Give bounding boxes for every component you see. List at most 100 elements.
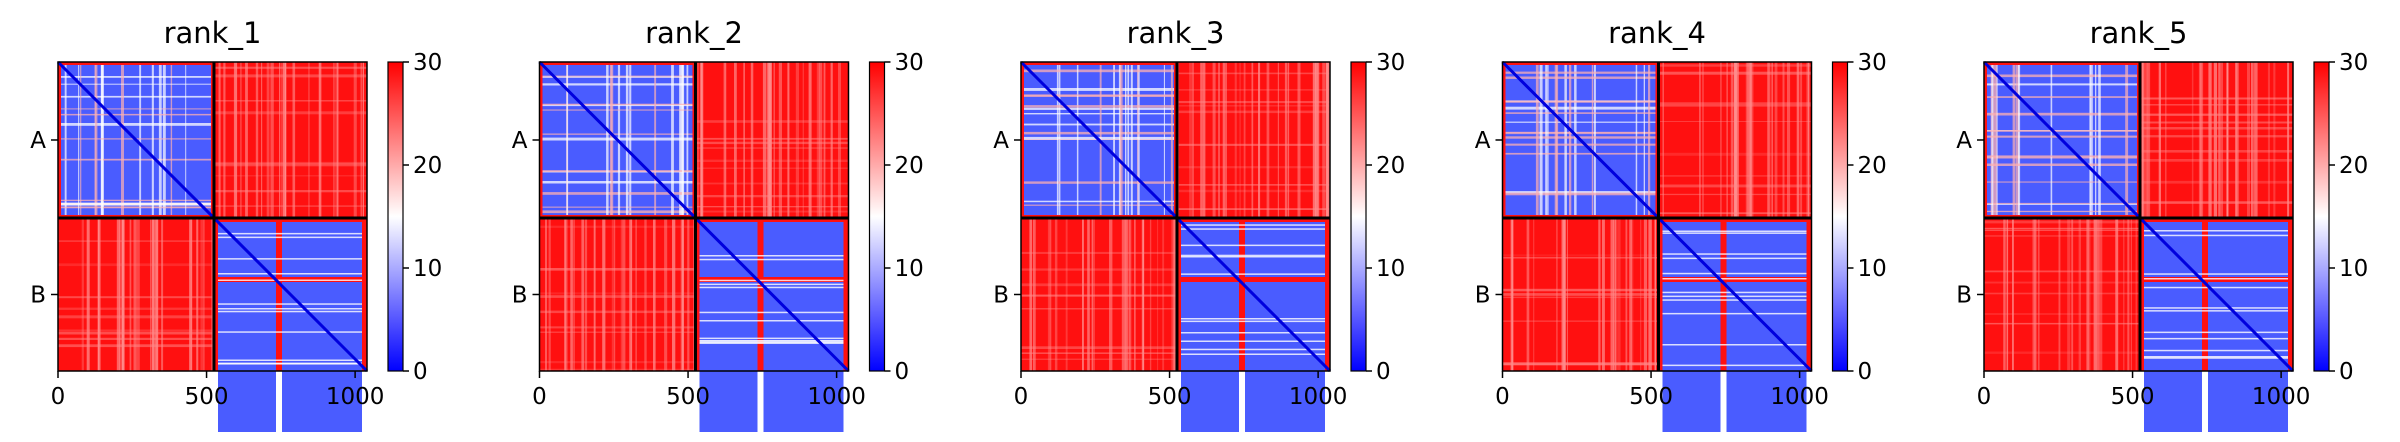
streak-horizontal bbox=[58, 240, 214, 242]
stripe bbox=[61, 202, 211, 206]
streak-horizontal bbox=[213, 163, 367, 167]
stripe bbox=[1505, 100, 1656, 103]
streak-vertical bbox=[136, 217, 140, 371]
stripe bbox=[699, 279, 844, 282]
colorbar-frame bbox=[387, 61, 404, 372]
colorbar-frame bbox=[1831, 61, 1849, 372]
stripe bbox=[1996, 65, 1998, 215]
stripe bbox=[2143, 307, 2288, 309]
streak-vertical bbox=[353, 62, 357, 218]
streak-vertical bbox=[308, 62, 310, 218]
streak-vertical bbox=[2135, 217, 2137, 371]
streak-horizontal bbox=[2139, 180, 2293, 184]
streak-horizontal bbox=[58, 263, 214, 267]
x-tick-label: 500 bbox=[666, 384, 710, 410]
stripe bbox=[1024, 200, 1174, 203]
streak-vertical bbox=[235, 62, 238, 218]
streak-horizontal bbox=[1176, 143, 1330, 146]
stripe bbox=[699, 283, 844, 286]
block-chain-b-3 bbox=[1662, 282, 1721, 432]
x-tick-label: 500 bbox=[2111, 384, 2155, 410]
streak-vertical bbox=[1029, 217, 1033, 371]
colorbar-gradient bbox=[2314, 62, 2329, 371]
streak-vertical bbox=[1109, 217, 1113, 371]
streak-vertical bbox=[816, 62, 820, 218]
x-tick-label: 500 bbox=[1629, 384, 1673, 410]
stripe bbox=[1987, 202, 2137, 204]
stripe bbox=[1662, 232, 1807, 234]
stripe bbox=[217, 303, 362, 305]
stripe bbox=[542, 133, 693, 135]
stripe bbox=[61, 207, 211, 209]
streak-horizontal bbox=[695, 210, 849, 213]
stripe bbox=[100, 65, 103, 215]
streak-vertical bbox=[218, 62, 220, 218]
streak-vertical bbox=[734, 62, 737, 218]
streak-vertical bbox=[2191, 62, 2194, 218]
streak-vertical bbox=[1730, 62, 1733, 218]
streak-vertical bbox=[664, 217, 668, 371]
streak-vertical bbox=[687, 217, 690, 371]
streak-horizontal bbox=[1658, 121, 1812, 122]
stripe bbox=[217, 236, 362, 239]
streak-vertical bbox=[680, 217, 683, 371]
stripe bbox=[61, 199, 211, 202]
streak-vertical bbox=[743, 62, 745, 218]
streak-vertical bbox=[1033, 217, 1035, 371]
streak-vertical bbox=[2094, 217, 2097, 371]
streak-vertical bbox=[1774, 62, 1778, 218]
stripe bbox=[1180, 348, 1325, 351]
streak-horizontal bbox=[1502, 257, 1659, 259]
streak-horizontal bbox=[539, 361, 696, 364]
streak-vertical bbox=[2115, 217, 2119, 371]
streak-vertical bbox=[2004, 217, 2007, 371]
streak-vertical bbox=[1315, 62, 1320, 218]
streak-vertical bbox=[581, 217, 585, 371]
streak-vertical bbox=[1141, 217, 1144, 371]
streak-vertical bbox=[1734, 62, 1738, 218]
panel-title: rank_5 bbox=[2090, 16, 2188, 50]
streak-vertical bbox=[2208, 62, 2212, 218]
x-tick-label: 500 bbox=[1148, 384, 1192, 410]
stripe bbox=[699, 342, 844, 344]
stripe bbox=[1180, 273, 1325, 275]
streak-vertical bbox=[86, 217, 90, 371]
streak-horizontal bbox=[1658, 152, 1812, 156]
block-chain-b-3 bbox=[699, 282, 758, 432]
streak-vertical bbox=[2267, 62, 2270, 218]
streak-vertical bbox=[682, 217, 684, 371]
streak-vertical bbox=[1720, 62, 1722, 218]
colorbar-tick-label: 20 bbox=[2339, 153, 2368, 179]
streak-vertical bbox=[1171, 217, 1173, 371]
streak-horizontal bbox=[58, 307, 214, 310]
streak-horizontal bbox=[1176, 166, 1330, 169]
streak-vertical bbox=[830, 62, 833, 218]
streak-vertical bbox=[838, 62, 841, 218]
streak-horizontal bbox=[695, 141, 849, 145]
streak-vertical bbox=[157, 217, 159, 371]
colorbar-tick-label: 30 bbox=[413, 50, 442, 76]
stripe bbox=[2125, 65, 2129, 215]
streak-vertical bbox=[2032, 217, 2036, 371]
stripe bbox=[542, 170, 693, 173]
streak-vertical bbox=[1736, 62, 1739, 218]
streak-horizontal bbox=[58, 315, 214, 318]
streak-vertical bbox=[2235, 62, 2238, 218]
block-chain-b-4 bbox=[282, 282, 362, 432]
streak-vertical bbox=[255, 62, 259, 218]
streak-vertical bbox=[121, 217, 125, 371]
streak-vertical bbox=[1750, 62, 1754, 218]
streak-horizontal bbox=[58, 296, 214, 299]
stripe bbox=[1662, 257, 1807, 260]
colorbar-tick-label: 10 bbox=[1858, 256, 1887, 282]
streak-vertical bbox=[196, 217, 199, 371]
streak-vertical bbox=[261, 62, 263, 218]
panel-title: rank_2 bbox=[645, 16, 743, 50]
streak-vertical bbox=[2165, 62, 2167, 218]
streak-vertical bbox=[2247, 62, 2250, 218]
streak-vertical bbox=[818, 62, 823, 218]
stripe bbox=[2143, 331, 2288, 334]
heatmap-panel-4: rank_4 0 500 1000 A B 0 10 20 30 bbox=[1475, 16, 1887, 432]
heatmap-panel-2: rank_2 0 500 1000 A B 0 10 20 30 bbox=[512, 16, 924, 432]
stripe bbox=[542, 76, 693, 78]
